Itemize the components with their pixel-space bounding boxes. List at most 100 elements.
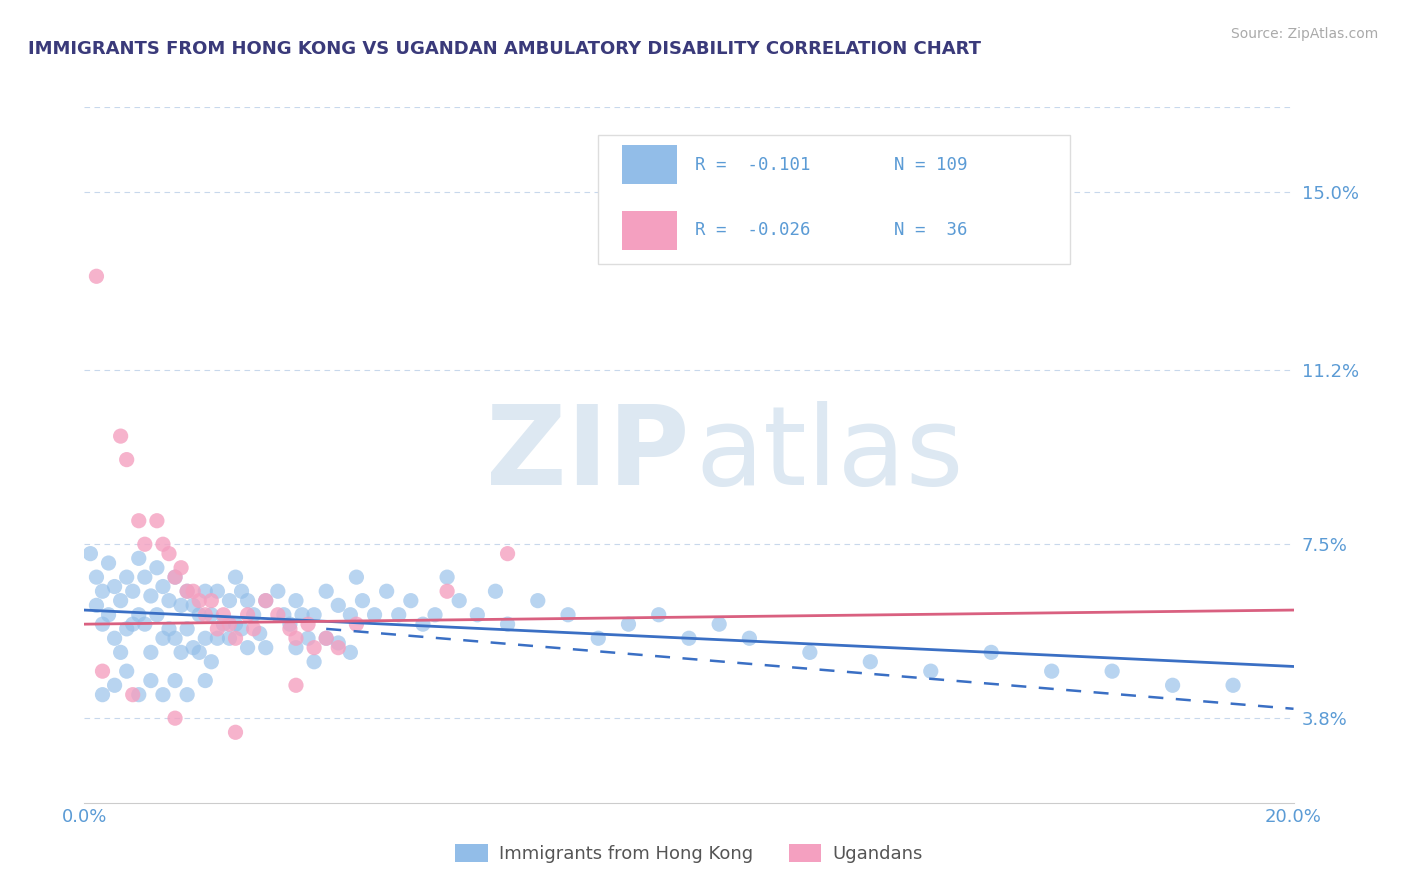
Point	[399, 593, 422, 607]
Point	[799, 645, 821, 659]
Point	[104, 678, 127, 692]
Point	[139, 645, 162, 659]
Point	[436, 584, 458, 599]
Point	[467, 607, 489, 622]
Point	[1222, 678, 1244, 692]
Point	[152, 688, 174, 702]
Point	[297, 617, 319, 632]
Point	[181, 599, 204, 613]
Point	[128, 688, 150, 702]
Point	[139, 589, 162, 603]
Point	[678, 632, 700, 646]
Point	[436, 570, 458, 584]
Point	[254, 640, 277, 655]
Point	[121, 617, 143, 632]
Point	[152, 580, 174, 594]
Point	[1161, 678, 1184, 692]
Point	[328, 640, 350, 655]
Point	[146, 607, 169, 622]
Text: N =  36: N = 36	[894, 221, 967, 239]
Point	[97, 607, 120, 622]
Text: N = 109: N = 109	[894, 156, 967, 174]
Point	[176, 688, 198, 702]
Point	[225, 617, 247, 632]
Point	[146, 560, 169, 574]
Point	[110, 429, 132, 443]
Point	[302, 640, 325, 655]
Point	[134, 570, 156, 584]
Point	[388, 607, 411, 622]
Point	[157, 593, 180, 607]
Point	[315, 632, 337, 646]
Point	[104, 632, 127, 646]
Point	[165, 570, 187, 584]
Point	[225, 632, 247, 646]
Point	[328, 599, 350, 613]
Point	[194, 632, 217, 646]
Text: R =  -0.026: R = -0.026	[695, 221, 810, 239]
Point	[346, 570, 368, 584]
Text: R =  -0.101: R = -0.101	[695, 156, 810, 174]
Point	[176, 584, 198, 599]
Point	[152, 632, 174, 646]
Point	[617, 617, 640, 632]
Point	[170, 560, 193, 574]
Point	[194, 584, 217, 599]
Point	[79, 547, 101, 561]
Point	[86, 269, 108, 284]
Point	[207, 622, 229, 636]
Point	[291, 607, 314, 622]
Point	[194, 673, 217, 688]
FancyBboxPatch shape	[599, 135, 1070, 264]
Point	[449, 593, 471, 607]
Point	[285, 632, 308, 646]
Point	[236, 640, 259, 655]
Point	[188, 593, 211, 607]
Point	[115, 452, 138, 467]
Point	[1101, 664, 1123, 678]
Point	[170, 599, 193, 613]
Point	[110, 645, 132, 659]
Point	[121, 688, 143, 702]
Point	[157, 547, 180, 561]
Point	[496, 547, 519, 561]
Bar	[623, 145, 676, 184]
Text: ZIP: ZIP	[485, 401, 689, 508]
Point	[346, 617, 368, 632]
Point	[207, 632, 229, 646]
Point	[273, 607, 295, 622]
Point	[181, 584, 204, 599]
Point	[648, 607, 671, 622]
Point	[91, 584, 114, 599]
Point	[86, 599, 108, 613]
Point	[375, 584, 398, 599]
Point	[315, 584, 337, 599]
Point	[91, 664, 114, 678]
Point	[128, 514, 150, 528]
Point	[709, 617, 731, 632]
Point	[218, 617, 240, 632]
Point	[302, 655, 325, 669]
Point	[139, 673, 162, 688]
Point	[315, 632, 337, 646]
Point	[97, 556, 120, 570]
Point	[236, 593, 259, 607]
Point	[188, 645, 211, 659]
Point	[231, 622, 253, 636]
Point	[86, 570, 108, 584]
Point	[484, 584, 506, 599]
Point	[249, 626, 271, 640]
Point	[152, 537, 174, 551]
Point	[91, 617, 114, 632]
Point	[104, 580, 127, 594]
Point	[225, 725, 247, 739]
Point	[302, 607, 325, 622]
Point	[200, 655, 222, 669]
Point	[146, 514, 169, 528]
Point	[176, 622, 198, 636]
Point	[128, 607, 150, 622]
Point	[285, 593, 308, 607]
Point	[188, 607, 211, 622]
Point	[212, 607, 235, 622]
Text: IMMIGRANTS FROM HONG KONG VS UGANDAN AMBULATORY DISABILITY CORRELATION CHART: IMMIGRANTS FROM HONG KONG VS UGANDAN AMB…	[28, 40, 981, 58]
